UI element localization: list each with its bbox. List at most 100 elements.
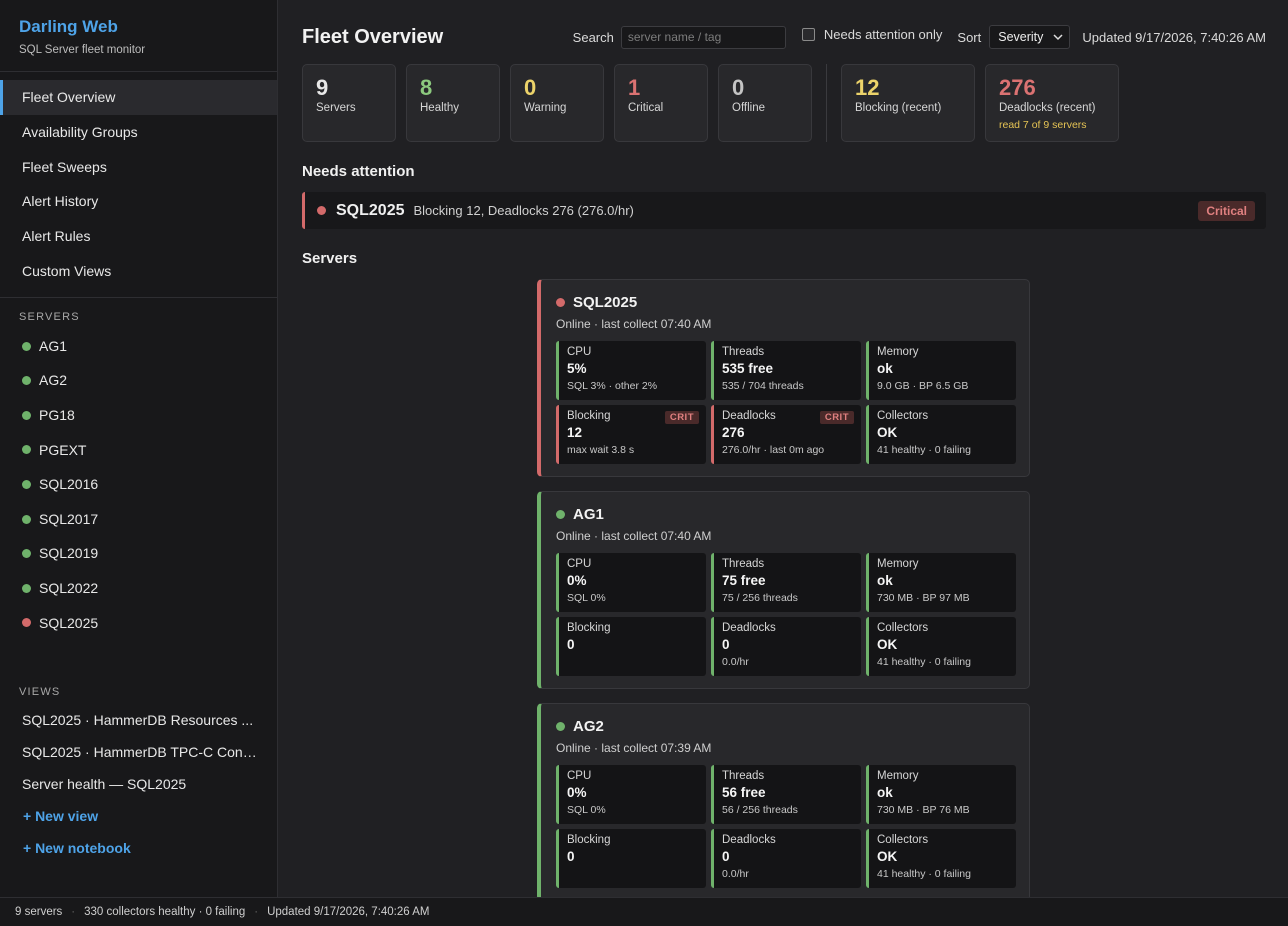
sidebar-server-sql2022[interactable]: SQL2022	[0, 571, 277, 606]
brand-title[interactable]: Darling Web	[19, 17, 118, 36]
metric-label: Deadlocks	[722, 622, 776, 634]
metric-memory[interactable]: Memory ok 730 MB · BP 97 MB	[866, 553, 1016, 612]
stat-card[interactable]: 12 Blocking (recent)	[841, 64, 975, 142]
view-item[interactable]: SQL2025 · HammerDB TPC-C Cont...	[22, 744, 259, 760]
metric-threads[interactable]: Threads 56 free 56 / 256 threads	[711, 765, 861, 824]
attention-only-checkbox[interactable]	[801, 28, 815, 41]
server-card[interactable]: SQL2025 Online · last collect 07:40 AM CPU…	[537, 279, 1030, 477]
metrics-grid: CPU 5% SQL 3% · other 2% Threads 535 free 535…	[556, 341, 1016, 464]
nav-item-custom-views[interactable]: Custom Views	[22, 262, 112, 279]
attention-only-label[interactable]: Needs attention only	[823, 27, 943, 42]
sort-select[interactable]: Severity	[989, 25, 1071, 49]
attention-only-toggle[interactable]: Needs attention only	[801, 27, 942, 42]
metric-detail: SQL 3% · other 2%	[567, 380, 658, 392]
search-input[interactable]	[620, 25, 786, 49]
stat-value: 8	[420, 75, 433, 100]
card-header: SQL2025	[556, 294, 1014, 311]
sidebar-server-sql2016[interactable]: SQL2016	[0, 467, 277, 502]
card-status-line: Online · last collect 07:40 AM	[556, 529, 712, 543]
search-label: Search	[572, 29, 614, 45]
server-card[interactable]: AG1 Online · last collect 07:40 AM CPU 0% SQ…	[537, 491, 1030, 689]
metric-threads[interactable]: Threads 535 free 535 / 704 threads	[711, 341, 861, 400]
metric-collectors[interactable]: Collectors OK 41 healthy · 0 failing	[866, 405, 1016, 464]
last-updated: Updated 9/17/2026, 7:40:26 AM	[1082, 29, 1266, 45]
metric-value: 75 free	[722, 573, 766, 588]
metric-cpu[interactable]: CPU 5% SQL 3% · other 2%	[556, 341, 706, 400]
nav-item-alert-history[interactable]: Alert History	[22, 193, 99, 210]
metric-value: 0	[722, 637, 730, 652]
stat-card[interactable]: 8 Healthy	[406, 64, 500, 142]
metric-collectors[interactable]: Collectors OK 41 healthy · 0 failing	[866, 829, 1016, 888]
sidebar-server-pg18[interactable]: PG18	[0, 398, 277, 433]
card-server-name[interactable]: SQL2025	[573, 294, 638, 311]
metric-blocking[interactable]: Blocking 0	[556, 829, 706, 888]
metric-blocking[interactable]: Blocking 0	[556, 617, 706, 676]
stat-card[interactable]: 0 Offline	[718, 64, 812, 142]
metric-collectors[interactable]: Collectors OK 41 healthy · 0 failing	[866, 617, 1016, 676]
stat-value: 1	[628, 75, 641, 100]
attention-server-name: SQL2025	[336, 201, 405, 219]
metric-blocking[interactable]: Blocking 12 max wait 3.8 s CRIT	[556, 405, 706, 464]
stat-label: Servers	[316, 102, 356, 114]
sidebar-server-sql2019[interactable]: SQL2019	[0, 536, 277, 571]
metric-label: Threads	[722, 770, 765, 782]
metric-value: ok	[877, 785, 893, 800]
sidebar-server-sql2025[interactable]: SQL2025	[0, 606, 277, 641]
crit-badge: CRIT	[664, 411, 699, 424]
status-badge: Critical	[1198, 200, 1255, 221]
metric-threads[interactable]: Threads 75 free 75 / 256 threads	[711, 553, 861, 612]
metric-detail: 41 healthy · 0 failing	[877, 868, 971, 880]
main-nav: Fleet Overview Availability Groups Fleet S…	[0, 72, 277, 298]
new-notebook-link[interactable]: + New notebook	[23, 840, 131, 856]
attention-row[interactable]: SQL2025 Blocking 12, Deadlocks 276 (276.…	[302, 192, 1266, 229]
card-server-name[interactable]: AG1	[573, 506, 604, 523]
nav-item-availability-groups[interactable]: Availability Groups	[22, 123, 138, 140]
servers-section-label: SERVERS	[19, 310, 80, 323]
nav-item-fleet-overview[interactable]: Fleet Overview	[0, 80, 277, 115]
sort-label: Sort	[957, 29, 982, 45]
sidebar-server-sql2017[interactable]: SQL2017	[0, 502, 277, 537]
status-dot-icon	[22, 479, 31, 489]
metric-memory[interactable]: Memory ok 9.0 GB · BP 6.5 GB	[866, 341, 1016, 400]
metric-detail: 56 / 256 threads	[722, 804, 798, 816]
card-status-line: Online · last collect 07:40 AM	[556, 317, 712, 331]
stat-card[interactable]: 0 Warning	[510, 64, 604, 142]
stat-card[interactable]: 276 Deadlocks (recent) read 7 of 9 servers	[985, 64, 1119, 142]
metric-deadlocks[interactable]: Deadlocks 0 0.0/hr	[711, 617, 861, 676]
nav-item-fleet-sweeps[interactable]: Fleet Sweeps	[22, 158, 107, 175]
stat-card[interactable]: 1 Critical	[614, 64, 708, 142]
page-title: Fleet Overview	[302, 25, 444, 48]
metric-cpu[interactable]: CPU 0% SQL 0%	[556, 553, 706, 612]
stat-card[interactable]: 9 Servers	[302, 64, 396, 142]
metric-cpu[interactable]: CPU 0% SQL 0%	[556, 765, 706, 824]
status-dot-icon	[556, 722, 565, 731]
server-label: PGEXT	[39, 441, 87, 458]
status-dot-icon	[556, 298, 565, 307]
view-item[interactable]: Server health — SQL2025	[22, 776, 187, 792]
needs-attention-title: Needs attention	[302, 163, 415, 180]
metric-deadlocks[interactable]: Deadlocks 0 0.0/hr	[711, 829, 861, 888]
card-server-name[interactable]: AG2	[573, 718, 604, 735]
metric-detail: 41 healthy · 0 failing	[877, 444, 971, 456]
metric-label: CPU	[567, 770, 592, 782]
sidebar-server-pgext[interactable]: PGEXT	[0, 433, 277, 468]
metric-value: 535 free	[722, 361, 774, 376]
metric-deadlocks[interactable]: Deadlocks 276 276.0/hr · last 0m ago CRIT	[711, 405, 861, 464]
view-item[interactable]: SQL2025 · HammerDB Resources ...	[22, 712, 254, 728]
sidebar-server-ag1[interactable]: AG1	[0, 329, 277, 364]
sidebar: Darling Web SQL Server fleet monitor Fle…	[0, 0, 278, 897]
views-section: VIEWS SQL2025 · HammerDB Resources ... SQ…	[0, 686, 277, 864]
server-label: SQL2022	[39, 579, 99, 596]
sidebar-server-ag2[interactable]: AG2	[0, 363, 277, 398]
server-card[interactable]: AG2 Online · last collect 07:39 AM CPU 0% SQ…	[537, 703, 1030, 897]
nav-item-alert-rules[interactable]: Alert Rules	[22, 228, 91, 245]
metric-value: OK	[877, 849, 898, 864]
status-dot-icon	[556, 510, 565, 519]
stat-label: Deadlocks (recent)	[999, 102, 1096, 114]
stats-divider	[826, 64, 827, 142]
metric-memory[interactable]: Memory ok 730 MB · BP 76 MB	[866, 765, 1016, 824]
status-dot-icon	[317, 206, 326, 215]
metric-label: CPU	[567, 558, 592, 570]
new-view-link[interactable]: + New view	[23, 808, 99, 824]
